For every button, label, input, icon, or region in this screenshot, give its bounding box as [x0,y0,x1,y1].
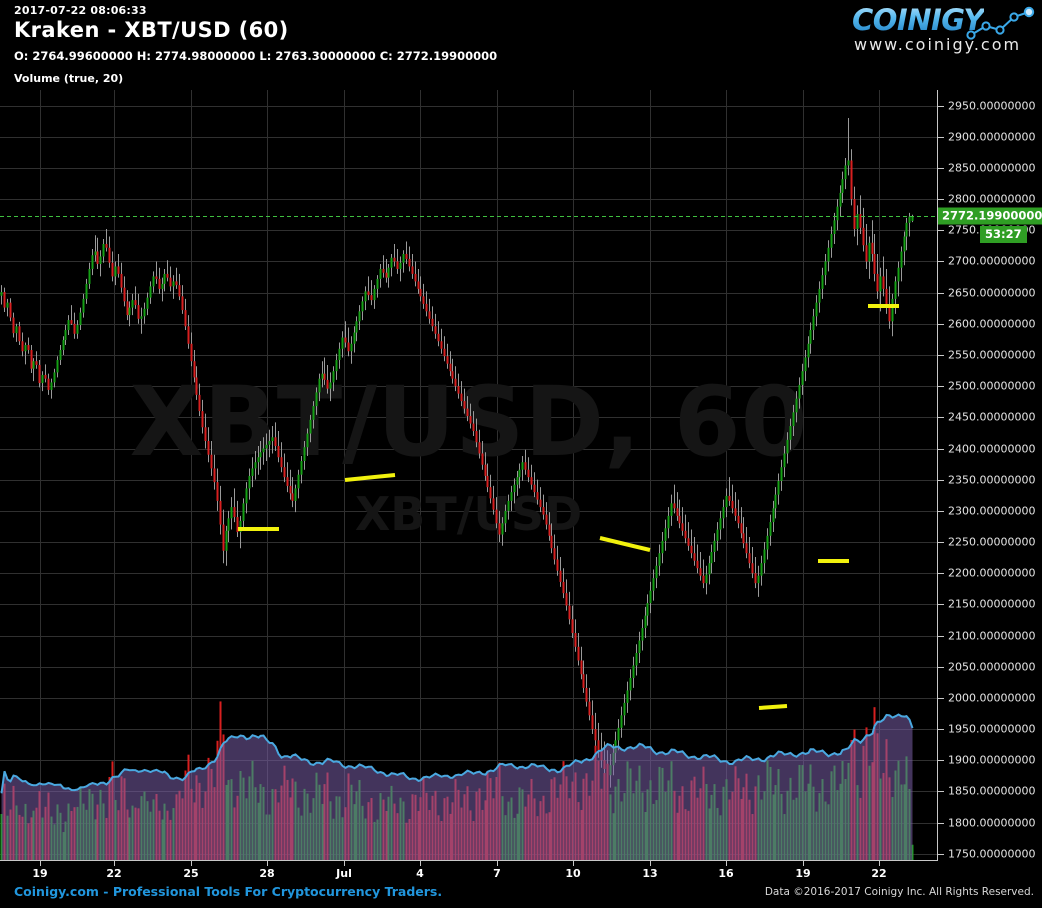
price-axis-tick [938,636,944,637]
price-axis-label: 2150.00000000 [948,597,1036,611]
date-axis-label: 16 [718,867,734,880]
date-axis-label: 7 [493,867,501,880]
price-axis-tick [938,168,944,169]
price-axis[interactable]: 1750.00000000 1800.00000000 1850.00000000 1… [938,90,1042,861]
date-axis-tick [114,861,115,866]
date-axis-tick [497,861,498,866]
current-price-tag[interactable]: 2772.19900000 [938,207,1042,225]
price-axis-tick [938,417,944,418]
price-axis-label: 2200.00000000 [948,566,1036,580]
date-axis-label: 19 [32,867,48,880]
price-axis-tick [938,604,944,605]
price-axis-tick [938,293,944,294]
price-axis-label: 2650.00000000 [948,286,1036,300]
footer-tagline[interactable]: Coinigy.com - Professional Tools For Cry… [14,884,443,899]
date-axis[interactable]: 19 22 25 28 Jul 4 7 10 13 16 19 22 [0,861,938,883]
price-axis-tick [938,854,944,855]
volume-moving-average [0,713,914,860]
price-axis-label: 2050.00000000 [948,660,1036,674]
price-axis-label: 1950.00000000 [948,722,1036,736]
ohlc-readout: O: 2764.99600000 H: 2774.98000000 L: 276… [14,49,498,63]
price-axis-label: 2400.00000000 [948,442,1036,455]
chart-watermark: XBT/USD, 60 XBT/USD [130,366,808,541]
price-axis-tick [938,355,944,356]
price-axis-label: 2300.00000000 [948,504,1036,518]
price-axis-label: 1750.00000000 [948,847,1036,861]
coinigy-logo[interactable]: COINIGY www.coinigy.com [838,2,1035,58]
coinigy-url: www.coinigy.com [854,35,1022,54]
price-axis-tick [938,324,944,325]
date-axis-tick [267,861,268,866]
date-axis-tick [191,861,192,866]
date-axis-line [0,860,938,861]
candle-countdown-badge: 53:27 [980,226,1027,244]
page-title: Kraken - XBT/USD (60) [14,18,289,42]
date-axis-label: 10 [565,867,581,880]
price-axis-label: 2950.00000000 [948,99,1036,113]
price-axis-label: 2600.00000000 [948,317,1036,331]
timestamp-label: 2017-07-22 08:06:33 [14,4,147,17]
price-axis-tick [938,386,944,387]
svg-text:XBT/USD, 60: XBT/USD, 60 [130,366,808,478]
date-axis-label: Jul [336,867,352,880]
date-axis-tick [879,861,880,866]
price-axis-label: 1800.00000000 [948,816,1036,830]
price-axis-label: 2550.00000000 [948,348,1036,362]
volume-indicator-label: Volume (true, 20) [14,72,124,85]
date-axis-label: 22 [871,867,887,880]
date-axis-tick [650,861,651,866]
date-axis-label: 22 [106,867,122,880]
logo-chart-icon [966,6,1035,40]
date-axis-tick [420,861,421,866]
price-axis-label: 1850.00000000 [948,784,1036,798]
date-axis-tick [726,861,727,866]
price-axis-tick [938,542,944,543]
price-axis-tick [938,823,944,824]
price-axis-label: 2350.00000000 [948,473,1036,487]
price-axis-tick [938,667,944,668]
price-axis-label: 2850.00000000 [948,161,1036,175]
price-axis-tick [938,791,944,792]
price-axis-tick [938,137,944,138]
price-axis-tick [938,573,944,574]
svg-text:XBT/USD: XBT/USD [355,487,582,541]
price-axis-label: 2250.00000000 [948,535,1036,549]
candlestick-series [0,118,914,788]
price-axis-tick [938,106,944,107]
price-axis-tick [938,261,944,262]
price-axis-label: 2500.00000000 [948,379,1036,393]
date-axis-label: 13 [642,867,658,880]
date-axis-tick [344,861,345,866]
footer-copyright: Data ©2016-2017 Coinigy Inc. All Rights … [764,886,1034,898]
date-axis-label: 28 [259,867,275,880]
date-axis-label: 25 [183,867,199,880]
price-axis-label: 2450.00000000 [948,410,1036,424]
price-axis-label: 2100.00000000 [948,629,1036,643]
price-axis-line [937,90,938,861]
price-axis-tick [938,199,944,200]
chart-plot-area[interactable]: XBT/USD, 60 XBT/USD [0,90,937,860]
date-axis-label: 19 [795,867,811,880]
date-axis-label: 4 [416,867,424,880]
annotation-lines [238,304,899,710]
price-axis-tick [938,698,944,699]
coinigy-wordmark: COINIGY [852,3,984,37]
date-axis-tick [803,861,804,866]
price-axis-label: 1900.00000000 [948,753,1036,767]
price-axis-label: 2700.00000000 [948,254,1036,268]
date-axis-tick [40,861,41,866]
price-axis-tick [938,480,944,481]
price-axis-label: 2000.00000000 [948,691,1036,705]
price-axis-tick [938,449,944,450]
price-axis-tick [938,729,944,730]
chart-canvas: XBT/USD, 60 XBT/USD [0,90,937,860]
price-axis-label: 2800.00000000 [948,192,1036,206]
price-axis-label: 2900.00000000 [948,130,1036,144]
price-axis-tick [938,511,944,512]
price-axis-tick [938,760,944,761]
date-axis-tick [573,861,574,866]
price-axis-tick [938,230,944,231]
